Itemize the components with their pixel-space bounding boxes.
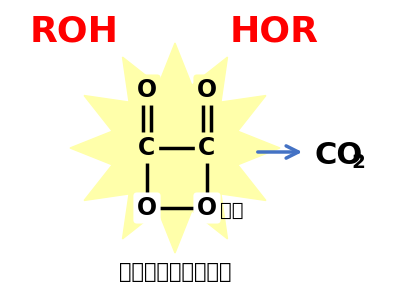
Text: 荶光物質を光らせる: 荶光物質を光らせる bbox=[119, 262, 231, 282]
Text: 2: 2 bbox=[350, 152, 364, 172]
Text: O: O bbox=[197, 78, 216, 102]
Text: O: O bbox=[197, 196, 216, 220]
Text: HOR: HOR bbox=[230, 15, 318, 49]
Text: など: など bbox=[219, 200, 243, 220]
Text: O: O bbox=[137, 196, 157, 220]
Text: CO: CO bbox=[314, 140, 362, 169]
Text: C: C bbox=[138, 136, 155, 160]
Text: O: O bbox=[137, 78, 157, 102]
Text: C: C bbox=[198, 136, 215, 160]
Text: ROH: ROH bbox=[30, 15, 119, 49]
Polygon shape bbox=[70, 43, 279, 253]
